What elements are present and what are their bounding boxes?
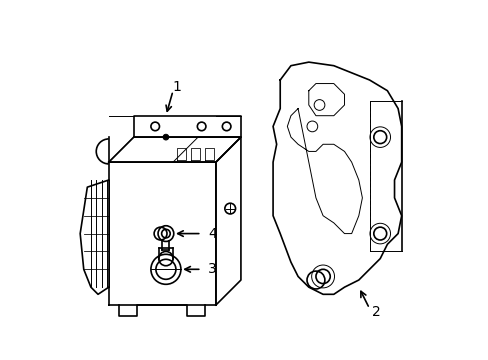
- Text: 1: 1: [172, 80, 181, 94]
- Text: 3: 3: [207, 262, 216, 276]
- Text: 4: 4: [207, 226, 216, 240]
- Text: 2: 2: [371, 305, 380, 319]
- Circle shape: [163, 134, 168, 140]
